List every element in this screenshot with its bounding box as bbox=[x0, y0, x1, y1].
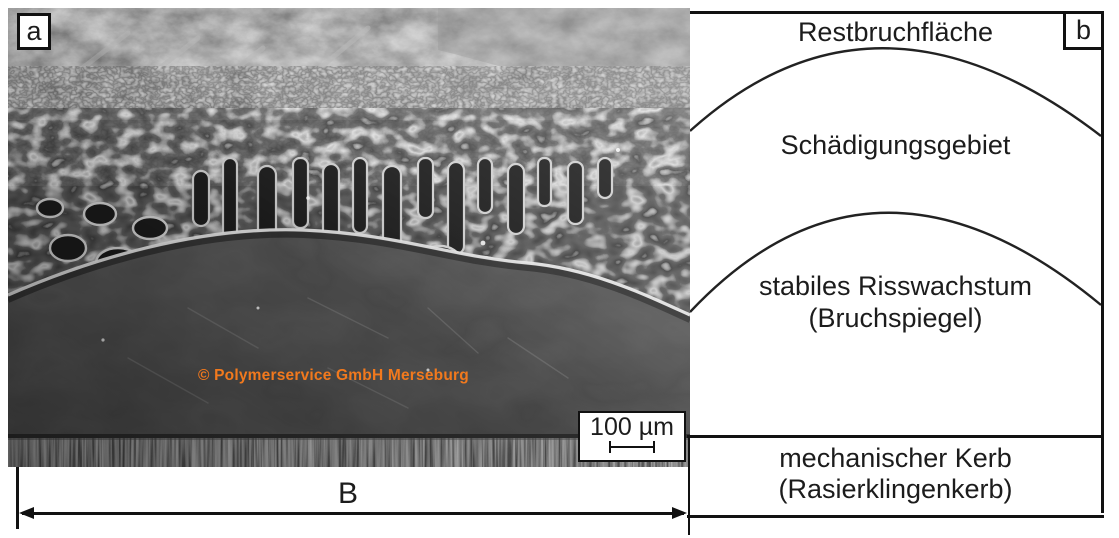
mechanical-notch-box: mechanischer Kerb (Rasierklingenkerb) bbox=[687, 435, 1104, 518]
sem-micrograph: a © Polymerservice GmbH Merseburg 100 µm bbox=[8, 8, 690, 467]
scale-bar-label: 100 µm bbox=[590, 413, 674, 441]
scale-bar-icon bbox=[609, 441, 655, 453]
label-damage-zone: Schädigungsgebiet bbox=[780, 130, 1011, 160]
copyright-watermark: © Polymerservice GmbH Merseburg bbox=[198, 367, 469, 384]
scale-bar-box: 100 µm bbox=[578, 411, 686, 462]
arrowhead-left-icon bbox=[19, 507, 34, 519]
label-mechanical-notch-line1: mechanischer Kerb bbox=[779, 443, 1012, 473]
zone-boundary-arcs bbox=[690, 47, 1101, 313]
dimension-tick-left bbox=[16, 467, 19, 529]
panel-a-tag: a bbox=[17, 13, 51, 50]
label-mechanical-notch-line2: (Rasierklingenkerb) bbox=[778, 474, 1013, 504]
arc-restbruch-boundary bbox=[690, 47, 1101, 137]
arrowhead-right-icon bbox=[672, 507, 687, 519]
sem-texture bbox=[8, 8, 690, 467]
panel-a-tag-label: a bbox=[26, 16, 42, 46]
label-stable-crack-growth: stabiles Risswachstum (Bruchspiegel) bbox=[690, 270, 1101, 334]
width-dimension-label: B bbox=[337, 477, 358, 510]
label-stable-crack-growth-line2: (Bruchspiegel) bbox=[808, 303, 983, 333]
label-stable-crack-growth-line1: stabiles Risswachstum bbox=[758, 271, 1033, 301]
dimension-tick-right bbox=[687, 435, 690, 535]
dimension-arrow-line bbox=[22, 512, 684, 515]
schematic-panel: b Restbruchfläche Schädigungsgebiet stab… bbox=[687, 11, 1104, 518]
panel-b-tag-label: b bbox=[1075, 15, 1092, 45]
label-residual-fracture: Restbruchfläche bbox=[797, 17, 994, 47]
panel-b-tag: b bbox=[1063, 14, 1101, 50]
arc-mirror-boundary bbox=[690, 211, 1101, 313]
